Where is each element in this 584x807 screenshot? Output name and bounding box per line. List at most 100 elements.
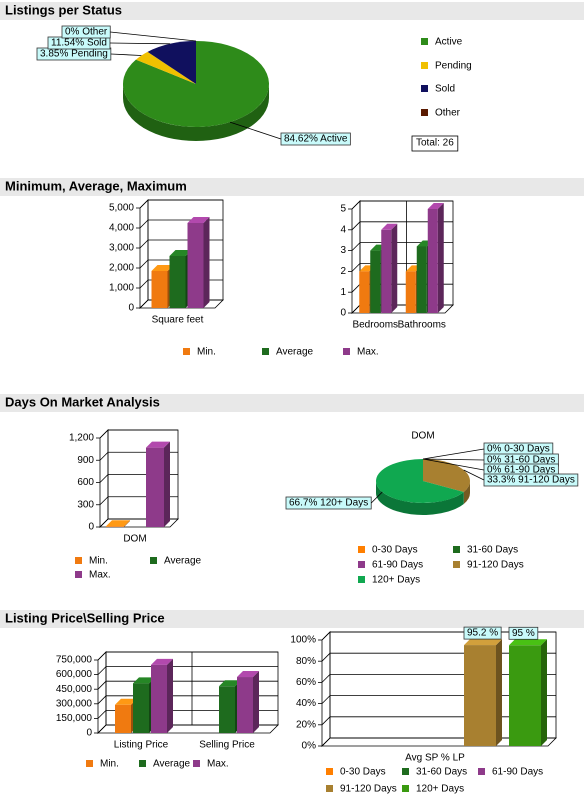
y-tick-label: 4	[340, 224, 346, 235]
bar	[133, 683, 149, 733]
chart-title: DOM	[411, 431, 434, 442]
callout-label: 0% 0-30 Days	[487, 444, 550, 455]
y-tick-label: 2,000	[109, 263, 134, 274]
legend-label: Pending	[435, 61, 472, 72]
legend-label: 61-90 Days	[492, 767, 543, 778]
legend-label: 120+ Days	[416, 784, 464, 795]
legend-swatch	[421, 109, 428, 116]
legend-swatch	[402, 785, 409, 792]
pie-side	[376, 481, 464, 515]
legend-swatch	[453, 546, 460, 553]
bar	[169, 256, 186, 308]
legend-label: 120+ Days	[372, 575, 420, 586]
legend-swatch	[478, 768, 485, 775]
pie-side	[463, 481, 470, 504]
bar	[146, 447, 164, 527]
legend-label: Average	[276, 347, 314, 358]
y-tick-label: 450,000	[56, 684, 93, 695]
legend-label: Max.	[89, 570, 111, 581]
legend-label: 31-60 Days	[416, 767, 467, 778]
y-tick-label: 600	[77, 477, 94, 488]
bar-side	[203, 217, 210, 308]
legend-swatch	[326, 768, 333, 775]
callout-label: 0% Other	[65, 27, 108, 38]
legend-label: Min.	[197, 347, 216, 358]
legend-swatch	[75, 557, 82, 564]
legend-swatch	[421, 62, 428, 69]
callout-label: 33.3% 91-120 Days	[487, 475, 575, 486]
legend-swatch	[421, 85, 428, 92]
legend-swatch	[139, 760, 146, 767]
legend-label: Active	[435, 37, 463, 48]
grid-line	[99, 429, 178, 439]
leader-line	[229, 121, 282, 140]
bar-top	[169, 250, 192, 256]
total-box	[411, 135, 459, 152]
bar-top	[115, 698, 137, 705]
y-tick-label: 60%	[296, 677, 316, 688]
legend-label: Min.	[89, 556, 108, 567]
legend-label: Other	[435, 108, 461, 119]
bar-top	[187, 217, 210, 223]
legend-label: Average	[164, 556, 202, 567]
leader-line	[109, 42, 171, 45]
bar	[237, 677, 253, 733]
legend-swatch	[193, 760, 200, 767]
bar-top	[151, 265, 174, 271]
bar-top	[381, 223, 398, 230]
section-title: Minimum, Average, Maximum	[5, 178, 187, 193]
legend-swatch	[75, 571, 82, 578]
value-label-box	[508, 626, 539, 640]
legend-label: 31-60 Days	[467, 545, 518, 556]
legend-swatch	[453, 561, 460, 568]
y-tick-label: 0	[88, 522, 94, 533]
bar	[151, 271, 168, 308]
plot-left-wall	[97, 651, 107, 734]
bar-side	[496, 639, 502, 746]
pie-slice	[375, 459, 464, 503]
section-header	[0, 610, 584, 628]
x-tick-label: Selling Price	[199, 740, 255, 751]
legend-label: 0-30 Days	[340, 767, 386, 778]
leader-line	[422, 448, 485, 460]
grid-line	[97, 651, 278, 661]
leader-line	[110, 31, 197, 42]
y-tick-label: 3,000	[109, 243, 134, 254]
callout-label: 84.62% Active	[284, 134, 348, 145]
leader-line	[422, 458, 485, 471]
legend-swatch	[421, 38, 428, 45]
bar-side	[164, 441, 170, 527]
legend-label: Max.	[357, 347, 379, 358]
callout-label: 11.54% Sold	[51, 38, 107, 49]
bar-side	[391, 223, 398, 313]
y-tick-label: 1,200	[69, 433, 94, 444]
y-tick-label: 0	[128, 303, 134, 314]
pie-slice	[135, 51, 196, 84]
leader-line	[370, 491, 383, 504]
bar	[509, 645, 541, 746]
section-header	[0, 394, 584, 412]
y-tick-label: 3	[340, 245, 346, 256]
y-tick-label: 600,000	[56, 669, 93, 680]
y-tick-label: 300	[77, 499, 94, 510]
bar	[381, 229, 392, 313]
y-tick-label: 0	[340, 308, 346, 319]
legend-label: 61-90 Days	[372, 560, 423, 571]
value-label: 95.2 %	[467, 628, 498, 639]
y-tick-label: 0	[86, 728, 92, 739]
legend-label: Sold	[435, 84, 455, 95]
legend-label: 0-30 Days	[372, 545, 418, 556]
y-tick-label: 300,000	[56, 698, 93, 709]
section-title: Listings per Status	[5, 2, 122, 17]
callout-label: 66.7% 120+ Days	[289, 498, 368, 509]
pie-slice	[147, 41, 196, 84]
bar	[151, 664, 167, 733]
legend-swatch	[183, 348, 190, 355]
legend-swatch	[86, 760, 93, 767]
legend-label: Average	[153, 759, 191, 770]
x-tick-label: Listing Price	[114, 740, 169, 751]
legend-label: Min.	[100, 759, 119, 770]
bar-top	[237, 671, 259, 678]
bar	[416, 246, 427, 313]
bar-top	[151, 658, 173, 665]
